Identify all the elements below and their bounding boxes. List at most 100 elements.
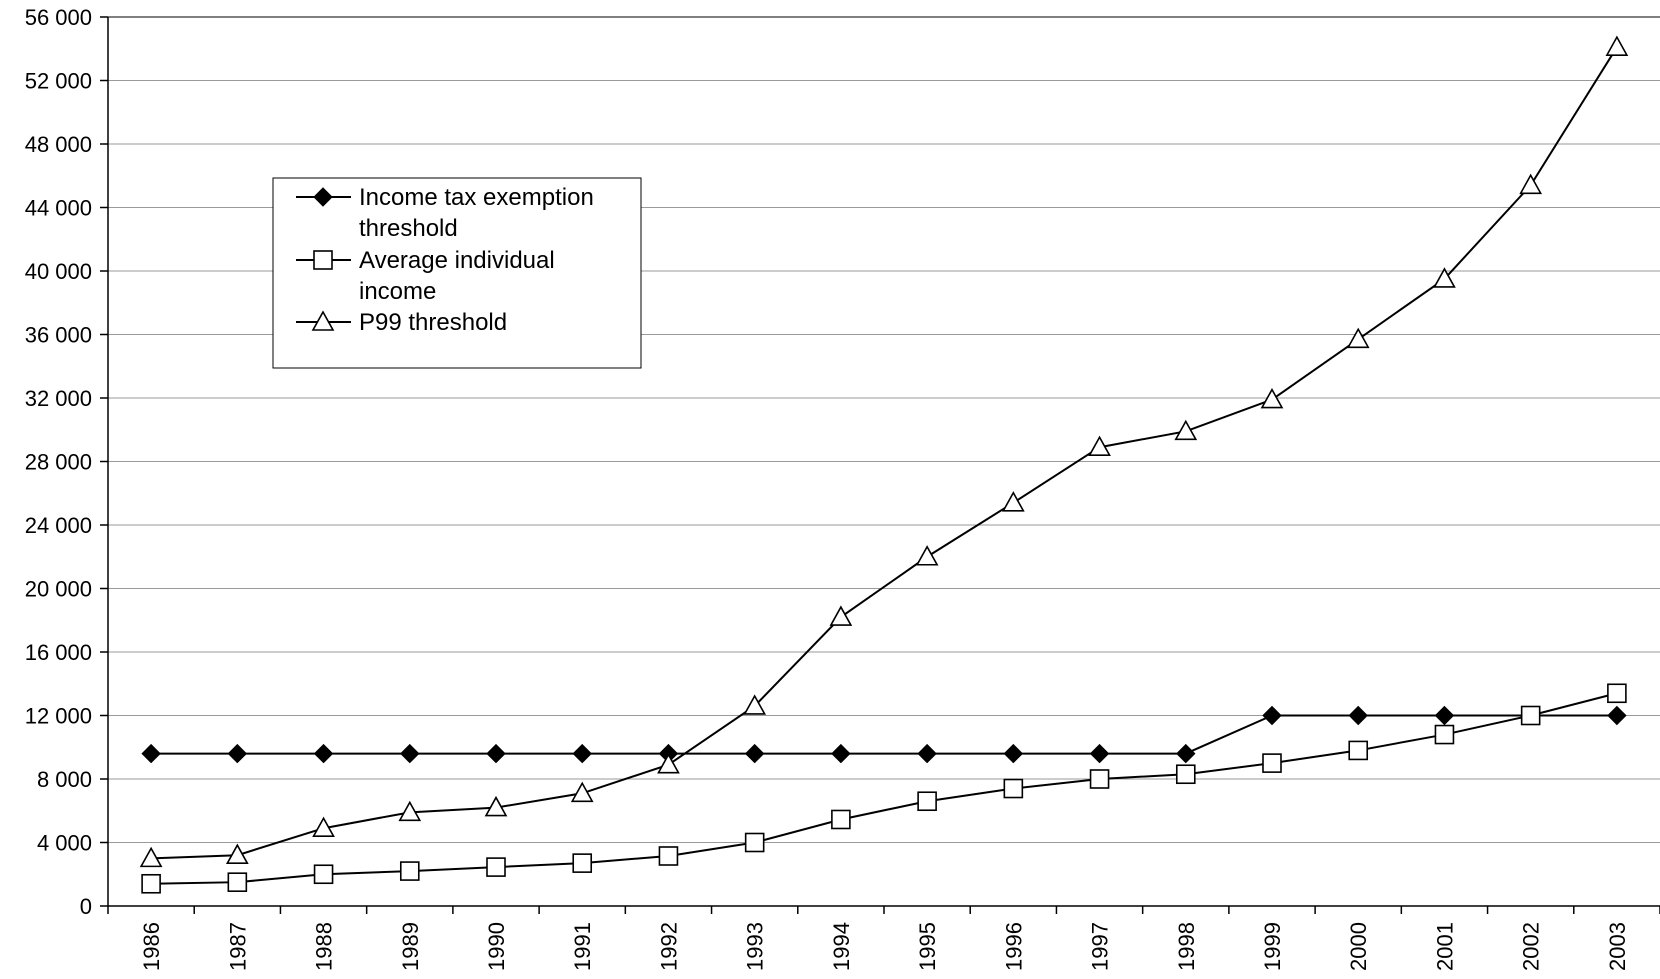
data-point — [400, 743, 420, 764]
y-tick-label: 48 000 — [25, 132, 92, 157]
y-tick-label: 12 000 — [25, 704, 92, 729]
data-point — [1175, 764, 1196, 785]
data-point — [313, 743, 334, 764]
data-point — [744, 743, 765, 764]
series-group — [139, 35, 1629, 894]
data-point — [1433, 267, 1456, 288]
data-point — [572, 743, 592, 764]
legend: Income tax exemption threshold Average ind… — [272, 177, 642, 369]
y-tick-label: 36 000 — [25, 323, 92, 348]
y-tick-label: 32 000 — [25, 386, 92, 411]
data-point — [1348, 740, 1369, 761]
x-tick-label: 1998 — [1174, 922, 1199, 971]
marker-square — [313, 250, 333, 270]
data-point — [1434, 724, 1455, 745]
data-point — [227, 872, 248, 892]
x-tick-label: 1987 — [225, 922, 250, 971]
y-tick-label: 56 000 — [25, 5, 92, 30]
data-point — [1519, 173, 1543, 195]
data-point — [1088, 435, 1111, 457]
data-point — [744, 832, 765, 853]
series-line — [151, 692, 1618, 885]
series-1 — [141, 683, 1627, 894]
x-tick-label: 1986 — [139, 922, 164, 971]
data-point — [1260, 387, 1284, 409]
marker-triangle — [311, 310, 335, 331]
data-point — [486, 743, 506, 764]
data-point — [570, 781, 594, 803]
data-point — [486, 857, 506, 877]
data-point — [658, 846, 679, 866]
y-tick-label: 24 000 — [25, 513, 92, 538]
data-point — [1176, 743, 1196, 764]
data-point — [1262, 705, 1282, 726]
data-point — [1520, 705, 1541, 726]
x-tick-label: 2001 — [1432, 922, 1457, 971]
data-point — [1607, 705, 1627, 726]
data-point — [917, 743, 937, 764]
series-line — [151, 46, 1618, 860]
series-0 — [141, 705, 1627, 764]
y-tick-label: 40 000 — [25, 259, 92, 284]
x-tick-label: 2002 — [1519, 922, 1544, 971]
data-point — [484, 795, 508, 817]
data-point — [1605, 35, 1629, 56]
y-tick-label: 52 000 — [25, 69, 92, 94]
x-tick-label: 1999 — [1260, 922, 1285, 971]
x-axis-ticks: 1986 1987 1988 1989 1990 1991 1992 1993 1994 1995… — [107, 906, 1660, 971]
data-point — [1348, 705, 1368, 726]
gridlines — [108, 16, 1660, 843]
y-tick-label: 16 000 — [25, 640, 92, 665]
data-point — [225, 843, 249, 865]
x-tick-label: 1989 — [398, 922, 423, 971]
data-point — [829, 605, 853, 626]
y-tick-label: 8 000 — [37, 767, 92, 792]
x-tick-label: 1993 — [743, 922, 768, 971]
x-tick-label: 1988 — [312, 922, 337, 971]
x-tick-label: 1992 — [656, 922, 681, 971]
series-line — [151, 714, 1617, 755]
data-point — [141, 873, 161, 894]
data-point — [312, 816, 335, 838]
x-tick-label: 1991 — [570, 922, 595, 971]
data-point — [1346, 327, 1370, 349]
legend-label: Income tax exemption — [359, 184, 594, 211]
data-point — [917, 791, 937, 812]
legend-label: Average individual — [359, 247, 555, 274]
data-point — [399, 861, 420, 881]
x-tick-label: 1990 — [484, 922, 509, 971]
data-point — [139, 846, 163, 868]
axes — [107, 17, 1660, 907]
y-axis-ticks: 0 4 000 8 000 12 000 16 000 20 000 24 000 28 00… — [25, 5, 108, 919]
data-point — [1089, 769, 1110, 789]
data-point — [1001, 491, 1025, 512]
x-tick-label: 1995 — [915, 922, 940, 971]
y-tick-label: 44 000 — [25, 196, 92, 221]
legend-label: income — [359, 278, 436, 305]
marker-diamond — [313, 187, 333, 207]
data-point — [398, 800, 422, 822]
x-tick-label: 2003 — [1605, 922, 1630, 971]
data-point — [227, 743, 248, 764]
data-point — [657, 753, 680, 774]
data-point — [1607, 683, 1627, 704]
y-tick-label: 20 000 — [25, 577, 92, 602]
y-tick-label: 4 000 — [37, 831, 92, 856]
data-point — [1174, 419, 1198, 441]
data-point — [1262, 753, 1282, 773]
data-point — [1003, 743, 1024, 764]
x-tick-label: 1996 — [1001, 922, 1026, 971]
y-tick-label: 28 000 — [25, 450, 92, 475]
data-point — [141, 743, 161, 764]
legend-box — [272, 177, 642, 369]
data-point — [1434, 705, 1455, 726]
legend-label: threshold — [359, 215, 458, 242]
x-tick-label: 2000 — [1346, 922, 1371, 971]
x-tick-label: 1997 — [1088, 922, 1113, 971]
data-point — [1003, 778, 1024, 799]
data-point — [313, 864, 334, 885]
data-point — [743, 694, 767, 715]
data-point — [831, 743, 851, 764]
data-point — [1089, 743, 1110, 764]
